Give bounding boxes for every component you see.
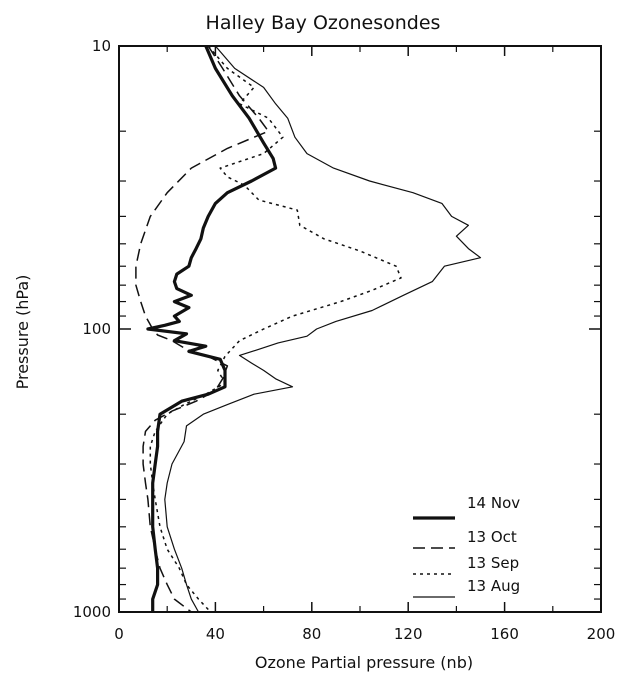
y-axis-label: Pressure (hPa) bbox=[13, 275, 32, 390]
x-tick-label: 120 bbox=[394, 625, 423, 643]
y-tick-label: 100 bbox=[82, 320, 111, 338]
x-tick-label: 160 bbox=[490, 625, 519, 643]
x-tick-label: 40 bbox=[206, 625, 225, 643]
tick-marks: 0 40 80 120 160 200 10 100 1000 bbox=[73, 37, 616, 643]
x-axis-label: Ozone Partial pressure (nb) bbox=[255, 653, 473, 672]
series-line-13-sep bbox=[149, 45, 402, 613]
x-tick-label: 80 bbox=[302, 625, 321, 643]
x-tick-label: 0 bbox=[114, 625, 124, 643]
x-tick-label: 200 bbox=[587, 625, 616, 643]
y-tick-label: 1000 bbox=[73, 603, 111, 621]
series-layer bbox=[135, 45, 482, 613]
series-line-14-nov bbox=[146, 45, 278, 612]
legend: 14 Nov 13 Oct 13 Sep 13 Aug bbox=[413, 494, 520, 598]
y-tick-label: 10 bbox=[92, 37, 111, 55]
series-line-13-aug bbox=[164, 45, 482, 613]
plot-frame bbox=[118, 45, 602, 613]
legend-label-13-sep: 13 Sep bbox=[467, 554, 519, 572]
legend-label-14-nov: 14 Nov bbox=[467, 494, 520, 512]
legend-label-13-aug: 13 Aug bbox=[467, 577, 520, 595]
legend-label-13-oct: 13 Oct bbox=[467, 528, 517, 546]
chart-title: Halley Bay Ozonesondes bbox=[206, 12, 441, 34]
